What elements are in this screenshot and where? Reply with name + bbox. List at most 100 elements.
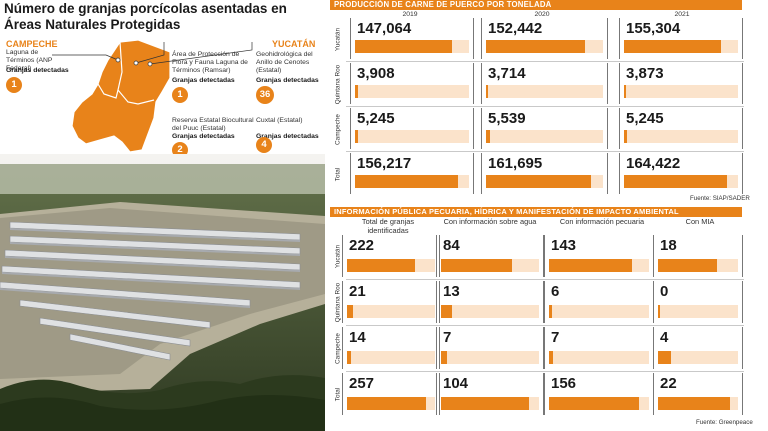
- bar-track: [624, 130, 738, 143]
- table-cell: 3,908: [350, 63, 474, 104]
- table-cell: 0: [653, 281, 743, 323]
- row-label: Total: [334, 387, 342, 402]
- bar-fill: [347, 351, 352, 364]
- bar-fill: [441, 351, 447, 364]
- cell-value: 156: [551, 375, 577, 392]
- table-cell: 21: [342, 281, 440, 323]
- cell-value: 147,064: [357, 20, 412, 37]
- source-note-greenpeace: Fuente: Greenpeace: [696, 419, 753, 426]
- table-cell: 22: [653, 373, 743, 415]
- table-cell: 3,714: [481, 63, 608, 104]
- bar-fill: [355, 130, 359, 143]
- detected-label: Granjas detectadas: [6, 67, 69, 74]
- table-cell: 164,422: [619, 153, 743, 194]
- bar-fill: [624, 175, 727, 188]
- bar-fill: [355, 85, 358, 98]
- cell-value: 164,422: [626, 155, 681, 172]
- bar-track: [658, 305, 738, 318]
- bar-fill: [624, 130, 628, 143]
- cell-value: 6: [551, 283, 560, 300]
- cell-value: 5,245: [626, 110, 664, 127]
- bar-track: [624, 40, 738, 53]
- col-head-pecuaria: Con información pecuaria: [559, 217, 645, 226]
- bar-fill: [486, 130, 490, 143]
- table-cell: 18: [653, 235, 743, 277]
- bar-track: [486, 40, 603, 53]
- cell-value: 7: [551, 329, 560, 346]
- cell-value: 14: [349, 329, 366, 346]
- bar-track: [624, 175, 738, 188]
- detected-label: Granjas detectadas: [172, 77, 235, 84]
- bar-track: [486, 130, 603, 143]
- area-name-cenotes: Geohidrológica del Anillo de Cenotes (Es…: [256, 51, 313, 74]
- cell-value: 104: [443, 375, 469, 392]
- cell-value: 22: [660, 375, 677, 392]
- yucatan-state-label: YUCATÁN: [272, 39, 316, 49]
- bar-track: [355, 175, 469, 188]
- cell-value: 143: [551, 237, 577, 254]
- bar-track: [347, 351, 435, 364]
- table-cell: 7: [436, 327, 544, 369]
- table-cell: 156,217: [350, 153, 474, 194]
- bar-track: [486, 85, 603, 98]
- bar-fill: [549, 305, 553, 318]
- col-head-agua: Con información sobre agua: [443, 217, 537, 226]
- bar-fill: [355, 175, 458, 188]
- cell-value: 84: [443, 237, 460, 254]
- cell-value: 13: [443, 283, 460, 300]
- table-cell: 5,245: [350, 108, 474, 149]
- cell-value: 152,442: [488, 20, 543, 37]
- table-cell: 5,539: [481, 108, 608, 149]
- count-badge: 4: [256, 137, 272, 153]
- bar-fill: [347, 305, 354, 318]
- cell-value: 4: [660, 329, 669, 346]
- map-border-lines-2: [97, 83, 119, 99]
- table-cell: 152,442: [481, 18, 608, 59]
- map-border-lines: [117, 41, 155, 105]
- table-cell: 147,064: [350, 18, 474, 59]
- map-marker: [133, 60, 139, 66]
- cell-value: 155,304: [626, 20, 681, 37]
- count-badge: 36: [256, 86, 274, 104]
- col-head-total-granjas: Total de granjas identificadas: [361, 217, 415, 235]
- table-cell: 104: [436, 373, 544, 415]
- bar-track: [486, 175, 603, 188]
- bar-track: [658, 351, 738, 364]
- bar-track: [347, 305, 435, 318]
- leader-line-campeche: [52, 54, 119, 61]
- leader-line-yucatan: [149, 42, 253, 65]
- cell-value: 3,714: [488, 65, 526, 82]
- bar-track: [355, 130, 469, 143]
- source-note-siap: Fuente: SIAP/SADER: [690, 195, 750, 202]
- area-name-puuc: Reserva Estatal Biocultural del Puuc (Es…: [172, 117, 254, 132]
- row-divider: [346, 371, 744, 372]
- cell-value: 5,245: [357, 110, 395, 127]
- cell-value: 18: [660, 237, 677, 254]
- cell-value: 161,695: [488, 155, 543, 172]
- bar-fill: [549, 351, 554, 364]
- table-cell: 3,873: [619, 63, 743, 104]
- infographic-title: Número de granjas porcícolas asentadas e…: [4, 1, 287, 32]
- bar-track: [658, 259, 738, 272]
- cell-value: 222: [349, 237, 375, 254]
- aerial-farm-illustration: [0, 154, 325, 431]
- bar-fill: [441, 397, 530, 410]
- bar-fill: [658, 259, 717, 272]
- table-cell: 13: [436, 281, 544, 323]
- bar-fill: [441, 305, 453, 318]
- table-cell: 6: [544, 281, 654, 323]
- cell-value: 156,217: [357, 155, 412, 172]
- table-cell: 257: [342, 373, 440, 415]
- cell-value: 7: [443, 329, 452, 346]
- bar-fill: [624, 85, 627, 98]
- count-badge: 1: [6, 77, 22, 93]
- detected-label: Granjas detectadas: [256, 77, 319, 84]
- cell-value: 3,873: [626, 65, 664, 82]
- row-divider: [346, 279, 744, 280]
- production-header: PRODUCCIÓN DE CARNE DE PUERCO POR TONELA…: [330, 0, 742, 10]
- table-cell: 7: [544, 327, 654, 369]
- table-cell: 155,304: [619, 18, 743, 59]
- bar-fill: [486, 85, 489, 98]
- bar-track: [355, 40, 469, 53]
- cell-value: 257: [349, 375, 375, 392]
